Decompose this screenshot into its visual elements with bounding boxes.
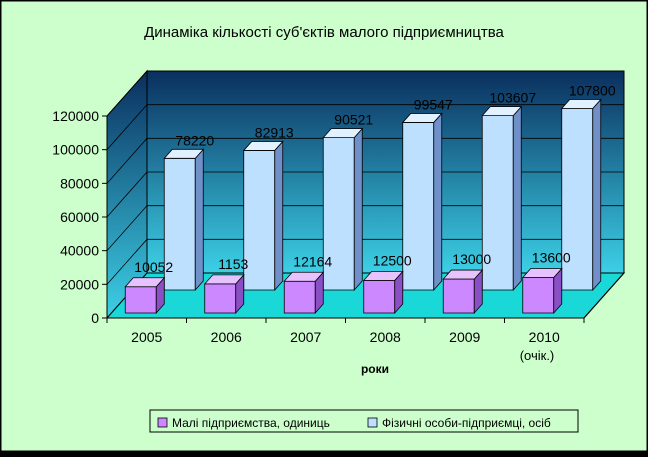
bar-entrepreneurs-2009-top xyxy=(481,106,523,116)
x-axis: 2005 2006 2007 2008 2009 2010 xyxy=(106,272,625,345)
bar-entrepreneurs-2006-face xyxy=(243,150,276,291)
bar-entrepreneurs-2010-top xyxy=(560,99,602,109)
bar-entrepreneurs-2006 xyxy=(242,140,284,292)
gridline xyxy=(106,205,624,251)
bar-entrepreneurs-2006-top xyxy=(242,141,284,151)
bar-entrepreneurs-2009 xyxy=(481,105,523,292)
bar-entrepreneurs-2008 xyxy=(401,112,443,292)
bar-small-enterprises-2008-top xyxy=(362,270,404,281)
bar-small-enterprises-2006 xyxy=(203,273,245,315)
bar-entrepreneurs-2008-side xyxy=(433,112,443,292)
bar-entrepreneurs-2006-side xyxy=(274,140,284,292)
bar-small-enterprises-2010-top xyxy=(521,268,563,278)
gridline xyxy=(106,104,624,150)
bar-entrepreneurs-2007 xyxy=(322,127,364,292)
data-label-entrepreneurs: 82913 xyxy=(255,124,294,140)
legend-label-entrepreneurs: Фізичні особи-підприємці, осіб xyxy=(382,416,551,430)
legend-box xyxy=(149,409,579,433)
chart-title: Динаміка кількості суб'єктів малого підп… xyxy=(144,24,504,41)
data-label-entrepreneurs: 78220 xyxy=(175,132,214,148)
bar-entrepreneurs-2010-side xyxy=(592,98,602,292)
y-tick-label: 120000 xyxy=(52,108,99,124)
y-tick-label: 60000 xyxy=(60,209,99,225)
bar-small-enterprises-2009 xyxy=(442,269,484,315)
data-label-small-enterprises: 10052 xyxy=(134,259,173,275)
x-tick-label: 2010 xyxy=(529,329,560,345)
legend-label-small-enterprises: Малі підприємства, одиниць xyxy=(172,416,330,430)
legend-swatch-small-enterprises xyxy=(157,417,168,428)
data-label-small-enterprises: 13000 xyxy=(452,251,491,267)
bar-small-enterprises-2010-face xyxy=(522,277,555,314)
floor-edge xyxy=(583,272,625,319)
bar-entrepreneurs-2008-top xyxy=(401,113,443,123)
y-tick-label: 80000 xyxy=(60,175,99,191)
bar-small-enterprises-2006-top xyxy=(203,274,245,285)
bars xyxy=(124,98,602,315)
data-label-entrepreneurs: 103607 xyxy=(489,90,536,106)
y-tick-label: 0 xyxy=(91,310,99,326)
bar-entrepreneurs-2007-side xyxy=(353,127,363,292)
x-tick-label: 2006 xyxy=(211,329,242,345)
bar-entrepreneurs-2005 xyxy=(163,148,205,292)
bar-small-enterprises-2006-face xyxy=(204,283,237,314)
data-label-entrepreneurs: 99547 xyxy=(414,96,453,112)
legend-swatch-entrepreneurs xyxy=(367,417,378,428)
bar-small-enterprises-2009-face xyxy=(442,278,475,314)
category-note: (очік.) xyxy=(520,348,555,363)
data-label-small-enterprises: 13600 xyxy=(532,250,571,266)
bar-entrepreneurs-2010 xyxy=(560,98,602,292)
data-label-small-enterprises: 12500 xyxy=(373,252,412,268)
data-label-small-enterprises: 1153 xyxy=(218,256,248,272)
y-tick-label: 100000 xyxy=(52,142,99,158)
y-axis: 0 20000 40000 60000 80000 100000 120000 xyxy=(52,108,108,326)
y-tick-label: 20000 xyxy=(60,276,99,292)
gridline xyxy=(106,238,624,285)
gridlines xyxy=(106,70,624,285)
gridline xyxy=(106,70,624,117)
x-tick-label: 2007 xyxy=(290,329,321,345)
bar-small-enterprises-2007-top xyxy=(283,271,325,282)
data-label-entrepreneurs: 107800 xyxy=(569,83,616,99)
bar-entrepreneurs-2009-side xyxy=(512,105,522,292)
x-tick-label: 2005 xyxy=(131,329,162,345)
bar-entrepreneurs-2005-side xyxy=(194,148,204,292)
bar-entrepreneurs-2005-top xyxy=(163,148,205,159)
gridline xyxy=(106,137,624,184)
y-tick-label: 40000 xyxy=(60,243,99,259)
bar-small-enterprises-2009-top xyxy=(442,269,484,280)
legend: Малі підприємства, одиниць Фізичні особи… xyxy=(149,409,579,433)
data-label-small-enterprises: 12164 xyxy=(293,253,332,269)
bar-small-enterprises-2007-face xyxy=(283,280,316,314)
bar-small-enterprises-2005-face xyxy=(124,286,157,314)
x-tick-label: 2008 xyxy=(370,329,401,345)
gridline xyxy=(106,171,624,218)
bar-small-enterprises-2008-face xyxy=(363,279,396,314)
bar-small-enterprises-2010 xyxy=(521,267,563,315)
bar-small-enterprises-2005 xyxy=(124,276,166,315)
data-label-entrepreneurs: 90521 xyxy=(334,112,373,128)
bar-small-enterprises-2005-top xyxy=(124,277,166,288)
x-tick-label: 2009 xyxy=(449,329,480,345)
bar-small-enterprises-2007 xyxy=(283,271,325,315)
data-labels: 78220 10052 82913 1153 90521 12164 99547 12500 1… xyxy=(134,83,616,275)
bar-entrepreneurs-2007-top xyxy=(322,128,364,139)
x-axis-title: роки xyxy=(361,362,389,376)
bar-small-enterprises-2008 xyxy=(362,270,404,315)
